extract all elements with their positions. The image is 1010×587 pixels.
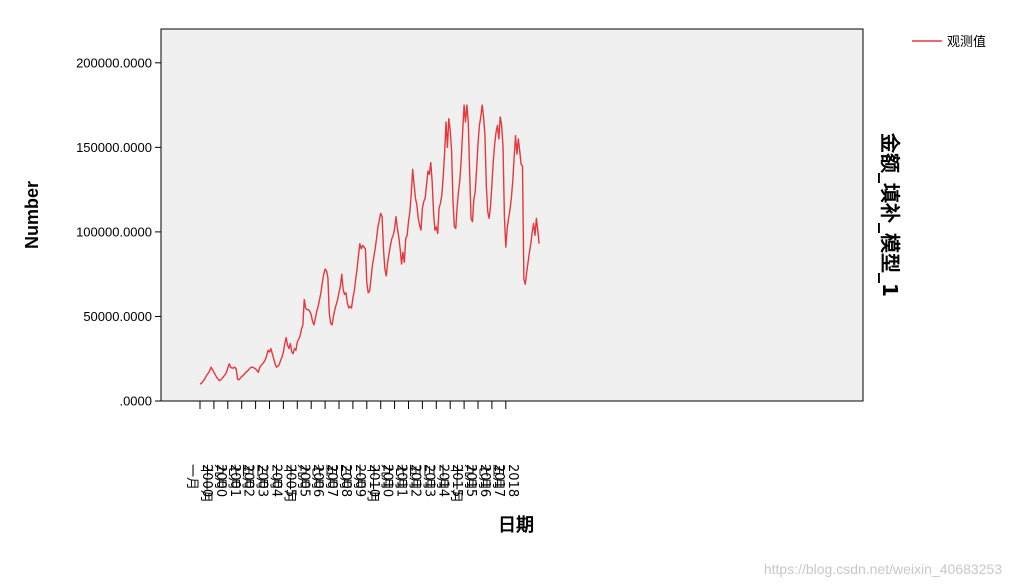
x-tick-label-year: 2005 xyxy=(282,464,297,497)
series-line xyxy=(199,104,540,385)
x-tick-label-month: 七月 xyxy=(476,464,491,490)
x-tick-label-year: 2011 xyxy=(394,464,409,497)
x-tick-label: 七月 2017 xyxy=(476,464,506,497)
y-axis-title: Number xyxy=(22,181,42,249)
x-tick-label-year: 2015 xyxy=(449,464,464,497)
x-tick-label: 五月 2013 xyxy=(406,464,436,497)
x-tick-label-year: 2008 xyxy=(338,464,353,497)
y-axis: .0000 50000.0000 100000.0000 150000.0000 200… xyxy=(76,55,161,409)
x-tick-label-month: 一月 xyxy=(434,464,449,490)
x-tick-label-year: 2016 xyxy=(477,464,492,497)
x-tick-label-month: 三月 xyxy=(337,464,352,490)
x-tick-label: 一月 2005 xyxy=(267,464,297,497)
x-tick-label-year: 2010 xyxy=(380,464,395,497)
x-tick-label-month: 一月 xyxy=(267,464,282,490)
y-tick-label: 200000.0000 xyxy=(76,55,152,70)
x-tick-label-year: 2013 xyxy=(421,464,436,497)
x-tick-label-year: 2002 xyxy=(241,464,256,497)
x-tick-label-year: 2006 xyxy=(310,464,325,497)
x-tick-label-month: 十一月 xyxy=(365,464,380,503)
x-tick-label-month: 十一月 xyxy=(281,464,296,503)
x-tick-label: 九月 2016 xyxy=(462,464,492,497)
x-tick-label: 九月 2006 xyxy=(295,464,325,497)
x-tick-label-month: 一月 xyxy=(351,464,366,490)
x-tick-label: 七月 2012 xyxy=(393,464,423,497)
series-layer xyxy=(199,104,540,385)
y-tick-label: 150000.0000 xyxy=(76,140,152,155)
x-tick-label-month: 九月 xyxy=(295,464,310,490)
x-tick-label-year: 2010 xyxy=(366,464,381,497)
x-tick-label-month: 十一月 xyxy=(448,464,463,503)
x-tick-label: 一月 2010 xyxy=(351,464,381,497)
x-tick-label: 五月 2008 xyxy=(323,464,353,497)
x-tick-label-month: 五月 xyxy=(240,464,255,490)
x-tick-label: 三月 2009 xyxy=(337,464,367,497)
legend: 观测值 xyxy=(912,34,986,50)
x-tick-label: 七月 2007 xyxy=(309,464,339,497)
right-axis-title: 金额_填补_模型_1 xyxy=(878,132,902,297)
x-tick-label: 九月 2001 xyxy=(212,464,242,497)
x-tick-label-month: 九月 xyxy=(379,464,394,490)
legend-label: 观测值 xyxy=(947,34,986,50)
x-tick-label-month: 三月 xyxy=(254,464,269,490)
x-axis-title: 日期 xyxy=(498,515,534,535)
x-tick-label-month: 五月 xyxy=(406,464,421,490)
x-tick-label: 十一月 2000 xyxy=(198,464,228,503)
x-tick-label: 九月 2011 xyxy=(379,464,409,497)
x-tick-label: 十一月 2010 xyxy=(365,464,395,503)
y-tick-label: 50000.0000 xyxy=(83,309,152,324)
x-tick-label-month: 五月 xyxy=(490,464,505,490)
x-tick-label-year: 2015 xyxy=(463,464,478,497)
x-tick-label-year: 2005 xyxy=(296,464,311,497)
x-tick-label-year: 2012 xyxy=(408,464,423,497)
x-tick-label-year: 2014 xyxy=(435,464,450,497)
x-tick-label: 三月 2004 xyxy=(254,464,284,497)
x-tick-label-month: 七月 xyxy=(393,464,408,490)
x-tick-label-month: 七月 xyxy=(309,464,324,490)
x-tick-label-year: 2007 xyxy=(324,464,339,497)
x-tick-label-year: 2018 xyxy=(505,464,520,497)
x-tick-label: 七月 2002 xyxy=(226,464,256,497)
x-tick-label-year: 2003 xyxy=(255,464,270,497)
plot-area xyxy=(160,28,864,402)
x-tick-label-year: 2000 xyxy=(199,464,214,497)
x-tick-label-month: 九月 xyxy=(212,464,227,490)
x-tick-label: 十一月 2005 xyxy=(281,464,311,503)
x-tick-label: 五月 2003 xyxy=(240,464,270,497)
x-tick-label: 五月 2018 xyxy=(490,464,520,497)
watermark: https://blog.csdn.net/weixin_40683253 xyxy=(764,561,1002,577)
x-tick-label-year: 2004 xyxy=(269,464,284,497)
x-tick-label: 一月 2000 xyxy=(184,464,214,497)
x-tick-label: 十一月 2015 xyxy=(448,464,478,503)
x-tick-label-month: 九月 xyxy=(462,464,477,490)
y-tick-label: .0000 xyxy=(119,394,152,409)
x-tick-label-month: 七月 xyxy=(226,464,241,490)
x-tick-label-month: 三月 xyxy=(420,464,435,490)
y-tick-label: 100000.0000 xyxy=(76,224,152,239)
x-tick-label-month: 五月 xyxy=(323,464,338,490)
x-tick-label-year: 2009 xyxy=(352,464,367,497)
x-tick-label: 一月 2015 xyxy=(434,464,464,497)
x-tick-label-year: 2001 xyxy=(227,464,242,497)
x-tick-label-year: 2000 xyxy=(213,464,228,497)
x-tick-label-month: 一月 xyxy=(184,464,199,490)
x-tick-label-month: 十一月 xyxy=(198,464,213,503)
x-tick-label-year: 2017 xyxy=(491,464,506,497)
x-tick-label: 三月 2014 xyxy=(420,464,450,497)
